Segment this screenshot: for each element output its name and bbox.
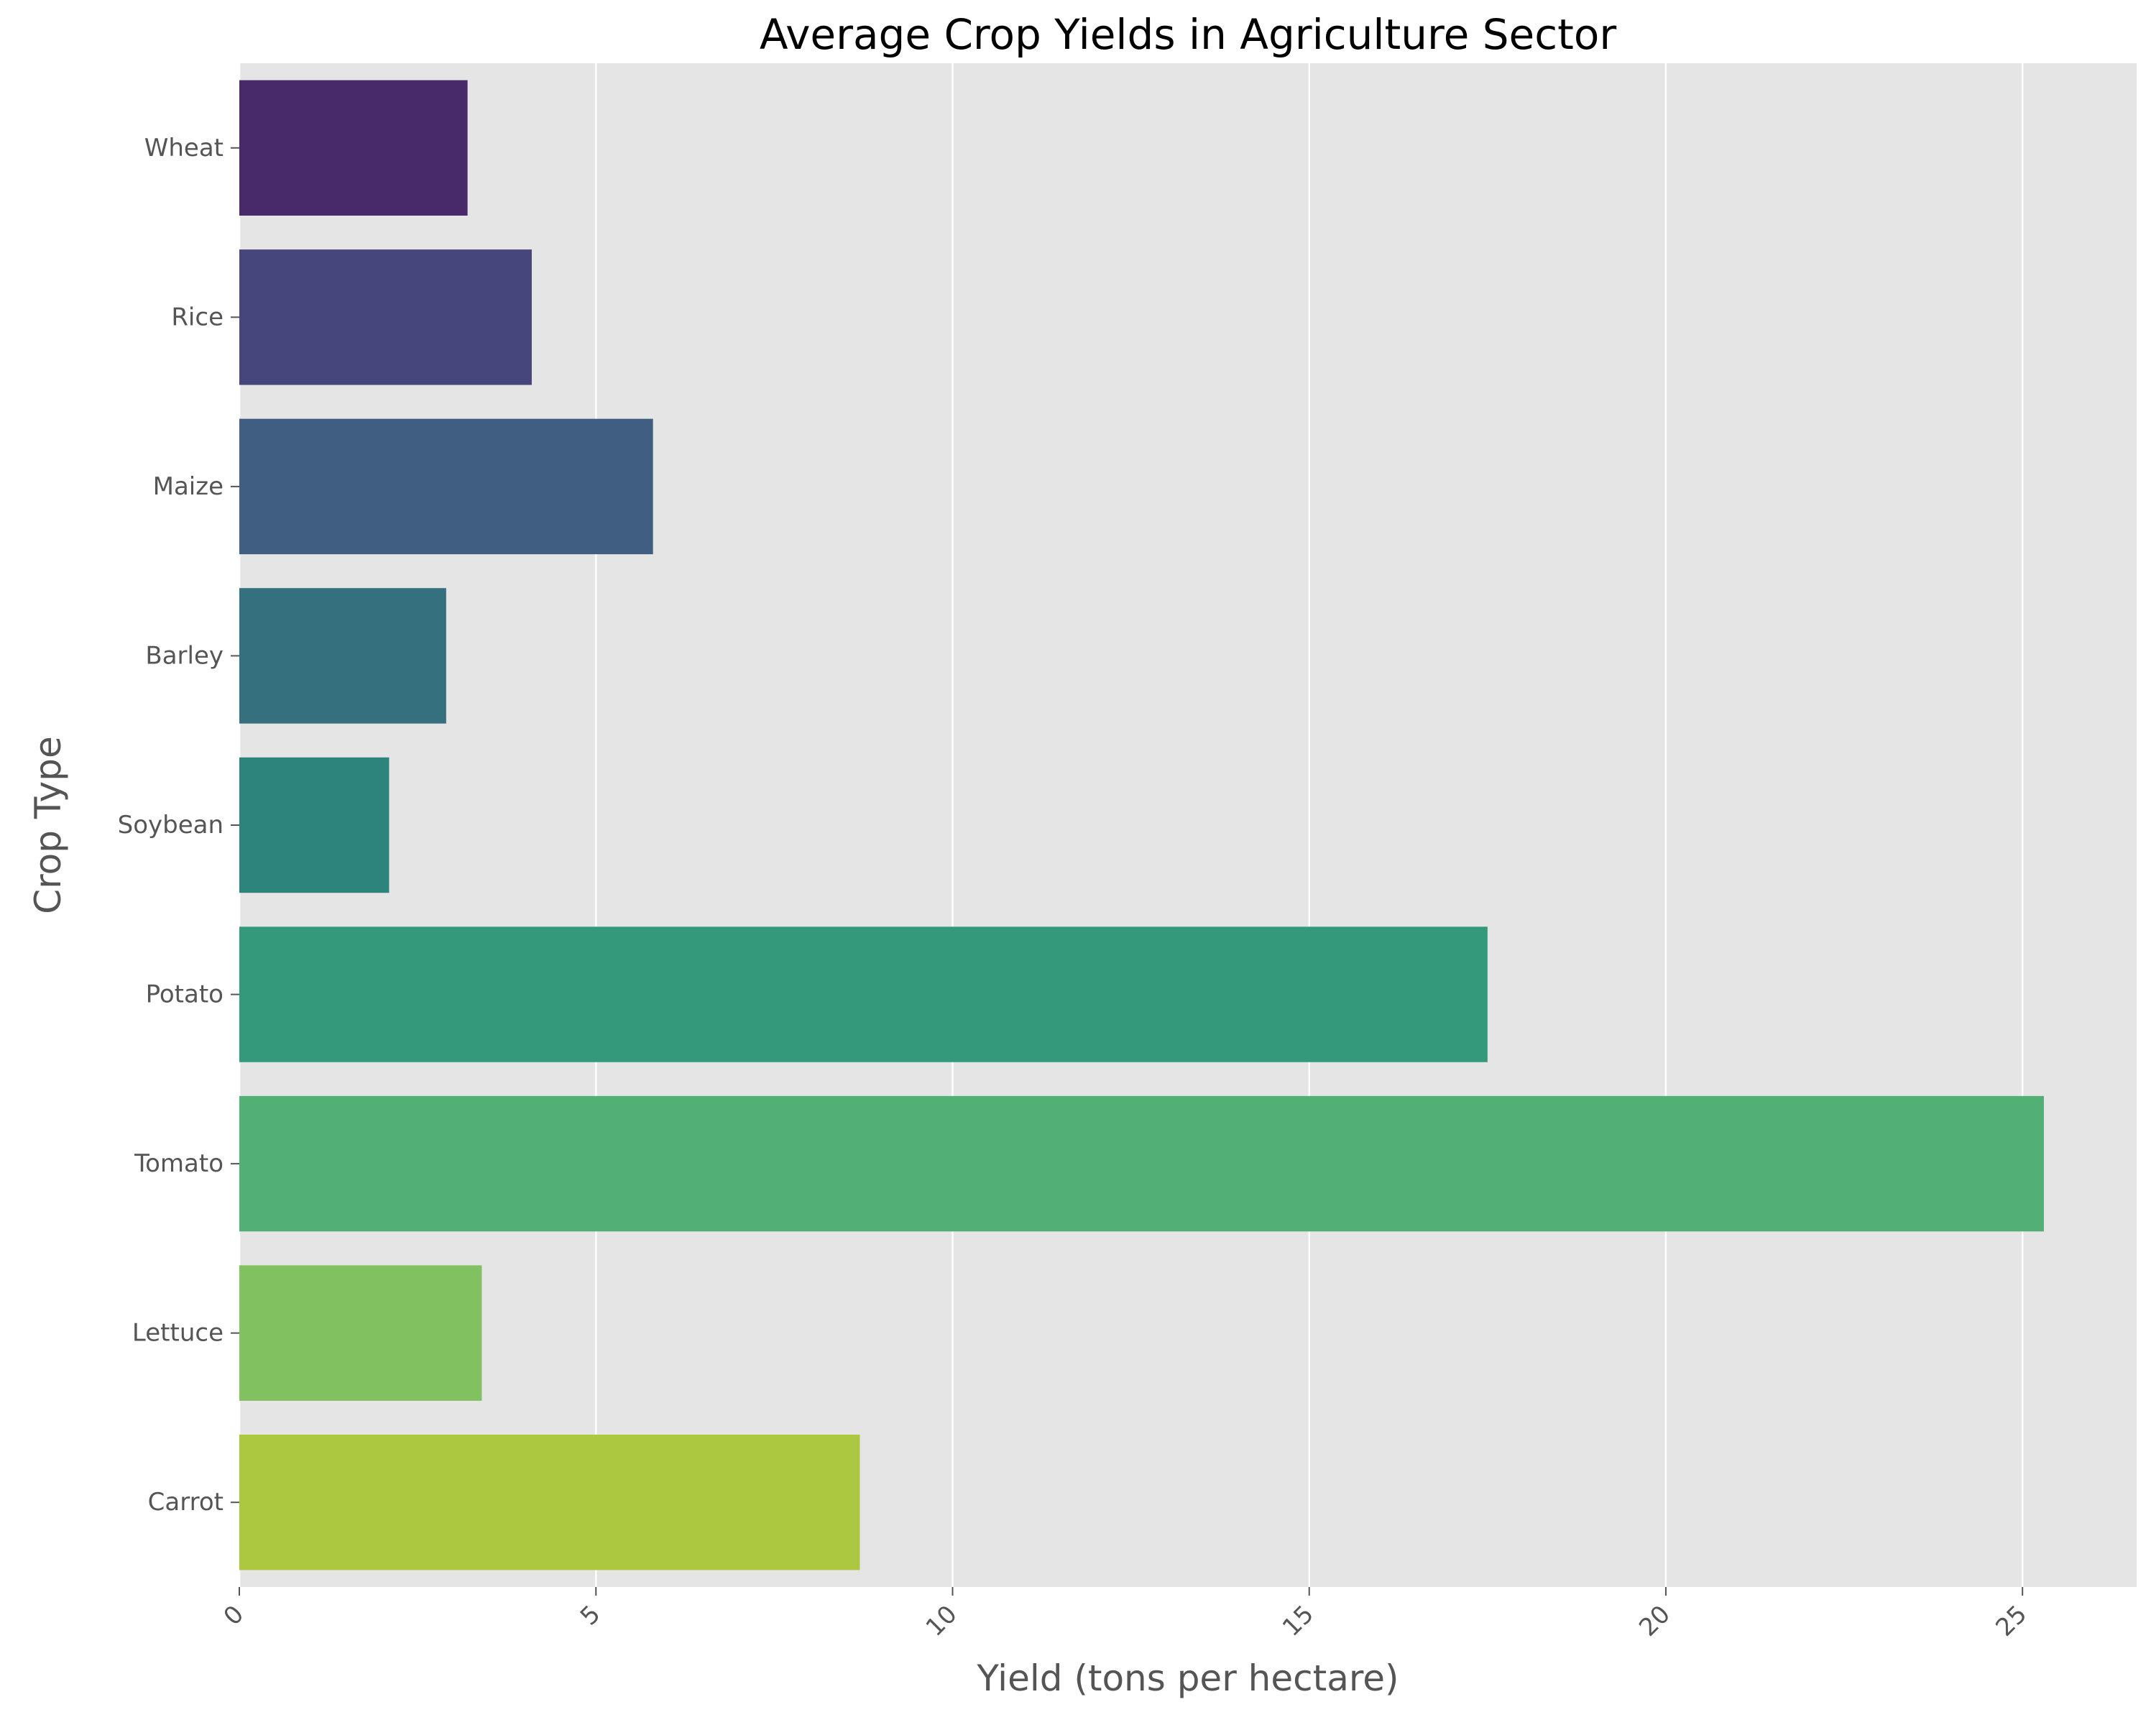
y-tick-label-rice: Rice — [171, 303, 224, 331]
x-tick-label: 25 — [1990, 1600, 2032, 1642]
y-tick-label-barley: Barley — [145, 641, 224, 670]
x-axis-ticks: 0 5 10 15 20 25 — [218, 1587, 2032, 1642]
bars — [239, 80, 2044, 1570]
bar-barley — [239, 588, 446, 724]
y-tick-label-maize: Maize — [153, 472, 224, 501]
y-tick-label-tomato: Tomato — [134, 1149, 224, 1178]
y-tick-label-carrot: Carrot — [148, 1488, 224, 1517]
y-tick-label-lettuce: Lettuce — [132, 1319, 224, 1348]
y-axis-label: Crop Type — [27, 736, 69, 914]
x-tick-label: 15 — [1277, 1600, 1319, 1642]
y-axis-ticks: Wheat Rice Maize Barley Soybean Potato Tomato L… — [118, 134, 239, 1517]
bar-wheat — [239, 80, 468, 216]
bar-tomato — [239, 1095, 2044, 1232]
x-axis-label: Yield (tons per hectare) — [976, 1657, 1399, 1699]
x-tick-label: 10 — [921, 1600, 963, 1642]
bar-carrot — [239, 1435, 860, 1570]
plot-area — [239, 63, 2137, 1587]
y-tick-label-soybean: Soybean — [118, 811, 224, 840]
bar-potato — [239, 926, 1488, 1062]
bar-maize — [239, 418, 653, 555]
bar-rice — [239, 249, 532, 385]
x-tick-label: 20 — [1634, 1600, 1676, 1642]
chart-title: Average Crop Yields in Agriculture Secto… — [760, 10, 1616, 59]
x-tick-label: 0 — [218, 1600, 250, 1632]
y-tick-label-potato: Potato — [146, 980, 224, 1009]
bar-lettuce — [239, 1265, 482, 1401]
y-tick-label-wheat: Wheat — [144, 134, 224, 162]
x-tick-label: 5 — [575, 1600, 607, 1632]
bar-soybean — [239, 757, 390, 893]
